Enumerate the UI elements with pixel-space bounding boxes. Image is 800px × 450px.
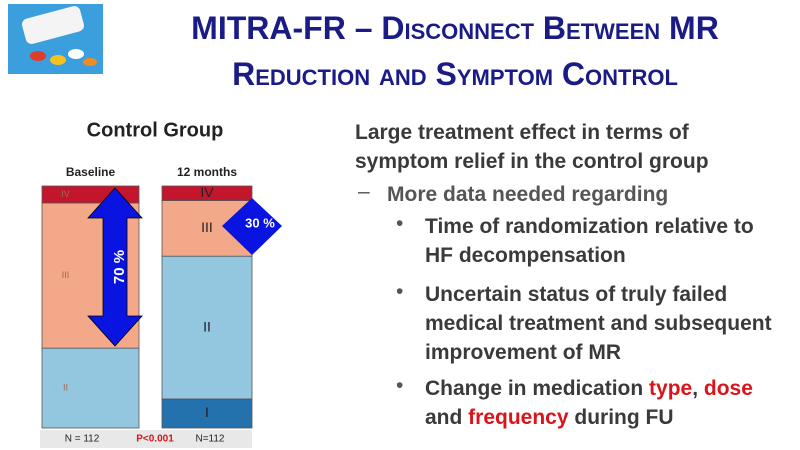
arrow — [222, 198, 282, 255]
bullet: Change in medication type, dose and freq… — [425, 374, 775, 432]
annotation: 30 % — [245, 215, 275, 230]
chart-title: Control Group — [87, 119, 224, 141]
segment-label: II — [63, 382, 68, 392]
title: MITRA-FR – Disconnect Between MR — [191, 10, 719, 46]
text: during FU — [568, 406, 674, 429]
segment-label: IV — [61, 189, 70, 199]
bottle — [22, 6, 84, 44]
segment-label: III — [62, 270, 70, 280]
pill — [68, 49, 84, 59]
annotation: 70 % — [111, 250, 128, 284]
text: frequency — [468, 406, 569, 429]
segment-label: IV — [200, 184, 214, 200]
title: Reduction and Symptom Control — [232, 56, 678, 92]
category-label: 12 months — [177, 165, 237, 179]
category-label: Baseline — [66, 165, 116, 179]
pill — [83, 58, 97, 66]
text: type — [649, 377, 693, 400]
sub-point: More data needed regarding — [387, 183, 669, 206]
bullet: Uncertain status of truly failed medical… — [425, 283, 772, 364]
bullet-dot: • — [396, 280, 404, 303]
text: and — [425, 406, 469, 429]
segment-label: III — [201, 219, 213, 235]
bar-segment — [161, 185, 253, 201]
bar-segment — [161, 398, 253, 429]
pill — [50, 55, 66, 65]
segment-label: I — [205, 404, 209, 420]
arrow — [87, 187, 143, 347]
text: dose — [703, 377, 753, 400]
bullet-dot: • — [396, 212, 404, 235]
footer-text: N=112 — [195, 434, 224, 445]
bar-segment — [161, 255, 253, 400]
pills-image — [8, 4, 103, 74]
bullet: Time of randomization relative to HF dec… — [425, 215, 754, 267]
dash: – — [358, 180, 370, 203]
footer-bg — [40, 430, 252, 448]
main-point: Large treatment effect in terms of sympt… — [355, 121, 709, 173]
segment-label: II — [203, 318, 211, 334]
footer-text: N = 112 — [65, 434, 100, 445]
bullet-dot: • — [396, 374, 404, 397]
text: Change in medication — [425, 377, 650, 400]
pill — [30, 51, 46, 61]
footer-text: P<0.001 — [136, 434, 174, 445]
text: , — [692, 377, 704, 400]
bar-segment — [41, 347, 140, 429]
